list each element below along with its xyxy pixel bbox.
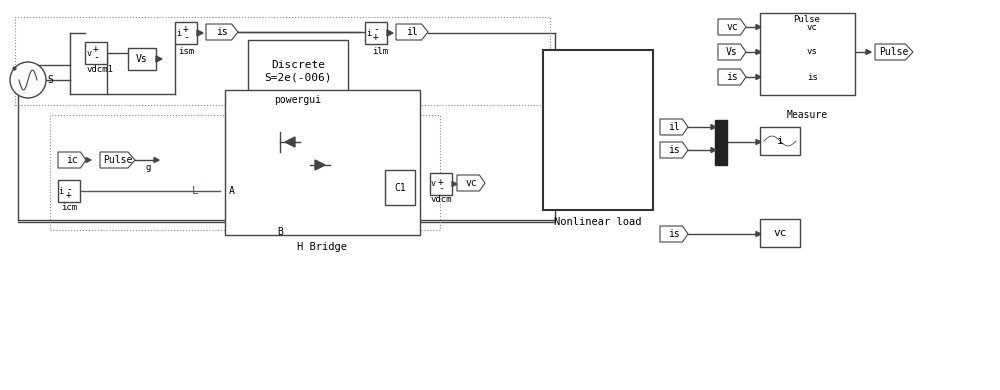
Bar [760,13,855,95]
Polygon shape [718,69,746,85]
Bar [128,48,156,70]
Bar [50,115,440,230]
Bar [760,219,800,247]
Polygon shape [756,232,761,236]
Bar [760,127,800,155]
Text: is: is [807,73,818,82]
Polygon shape [756,74,761,80]
Text: vc: vc [465,178,477,188]
Polygon shape [756,140,761,145]
Bar [365,22,387,44]
Polygon shape [396,24,428,40]
Text: v: v [87,48,92,57]
Text: i: i [777,136,783,146]
Text: -: - [93,52,99,62]
Text: -: - [183,32,189,42]
Polygon shape [875,44,913,60]
Bar [225,90,420,235]
Text: Discrete: Discrete [271,60,325,70]
Text: vc: vc [773,228,787,238]
Text: i: i [176,28,182,37]
Text: vc: vc [807,23,818,32]
Polygon shape [660,226,688,242]
Text: is: is [216,27,228,37]
Polygon shape [457,175,485,191]
Bar [85,42,107,64]
Text: Nonlinear load: Nonlinear load [554,217,642,227]
Text: i: i [366,28,372,37]
Text: -: - [66,184,72,194]
Polygon shape [711,147,716,152]
Text: -: - [373,24,379,34]
Text: +: + [93,44,99,54]
Text: Pulse: Pulse [794,16,820,25]
Bar [385,170,415,205]
Polygon shape [387,30,393,36]
Polygon shape [756,25,761,30]
Polygon shape [315,160,325,170]
Text: +: + [183,24,189,34]
Circle shape [10,62,46,98]
Bar [715,120,727,165]
Bar [15,17,550,105]
Text: A: A [229,186,235,196]
Text: Vs: Vs [726,47,738,57]
Text: S: S [47,75,53,85]
Polygon shape [100,152,135,168]
Text: H Bridge: H Bridge [297,242,347,252]
Text: icm: icm [61,202,77,211]
Polygon shape [156,56,162,62]
Polygon shape [86,158,91,163]
Text: is: is [726,72,738,82]
Polygon shape [285,137,295,147]
Bar [175,22,197,44]
Bar [248,40,348,95]
Polygon shape [58,152,86,168]
Text: ilm: ilm [372,48,388,57]
Text: Measure: Measure [786,110,828,120]
Text: -: - [438,183,444,193]
Text: v: v [430,179,436,188]
Text: g: g [145,163,151,172]
Text: is: is [668,229,680,239]
Text: C1: C1 [394,183,406,193]
Text: Pulse: Pulse [879,47,909,57]
Polygon shape [711,124,716,129]
Text: vdcm: vdcm [430,195,452,204]
Bar [543,50,653,210]
Text: Vs: Vs [136,54,148,64]
Text: B: B [277,227,283,237]
Bar [430,173,452,195]
Text: il: il [668,122,680,132]
Text: i: i [58,186,64,195]
Text: vc: vc [726,22,738,32]
Text: il: il [406,27,418,37]
Text: Pulse: Pulse [103,155,132,165]
Polygon shape [660,119,688,135]
Text: S=2e(-006): S=2e(-006) [264,73,332,83]
Polygon shape [206,24,238,40]
Polygon shape [718,44,746,60]
Polygon shape [660,142,688,158]
Polygon shape [718,19,746,35]
Text: vs: vs [807,48,818,57]
Text: +: + [66,190,72,200]
Text: ic: ic [66,155,78,165]
Polygon shape [452,181,457,186]
Polygon shape [756,50,761,55]
Text: powergui: powergui [274,95,322,105]
Text: ism: ism [178,48,194,57]
Bar [58,180,80,202]
Text: +: + [373,32,379,42]
Polygon shape [197,30,203,36]
Polygon shape [154,158,159,163]
Text: is: is [668,145,680,155]
Polygon shape [866,50,871,55]
Text: vdcm1: vdcm1 [87,66,113,74]
Text: L: L [192,186,198,196]
Text: +: + [438,177,444,187]
